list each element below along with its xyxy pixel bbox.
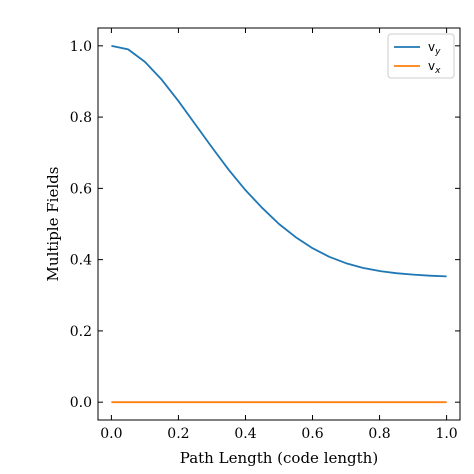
x-tick-label: 0.8 [368, 426, 390, 442]
series-lines [111, 44, 447, 404]
ticks: 0.0 0.2 0.4 0.6 0.8 1.0 0.0 0.2 0.4 0.6 0.8 1.0 [70, 28, 460, 442]
plot-frame [97, 27, 461, 421]
legend-label-y: vy [428, 40, 441, 57]
legend-box [387, 33, 455, 79]
legend-label-sub: y [434, 47, 441, 57]
legend-label-base: v [428, 59, 435, 73]
x-tick-label: 1.0 [435, 426, 457, 442]
x-axis-label: Path Length (code length) [180, 449, 378, 467]
y-tick-label: 0.0 [70, 395, 92, 411]
x-tick-label: 0.0 [100, 426, 122, 442]
y-tick-label: 0.2 [70, 324, 92, 340]
legend-label-base: v [428, 40, 435, 54]
y-axis-label: Multiple Fields [44, 167, 62, 282]
series-line-y [111, 44, 447, 278]
y-tick-label: 0.8 [70, 110, 92, 126]
legend-label-x: vx [428, 59, 441, 76]
x-tick-label: 0.2 [167, 426, 189, 442]
y-tick-label: 0.6 [70, 181, 92, 197]
y-tick-label: 0.4 [70, 253, 92, 269]
y-tick-label: 1.0 [70, 39, 92, 55]
legend-label-sub: x [434, 66, 441, 76]
x-tick-label: 0.4 [234, 426, 256, 442]
x-tick-label: 0.6 [301, 426, 323, 442]
